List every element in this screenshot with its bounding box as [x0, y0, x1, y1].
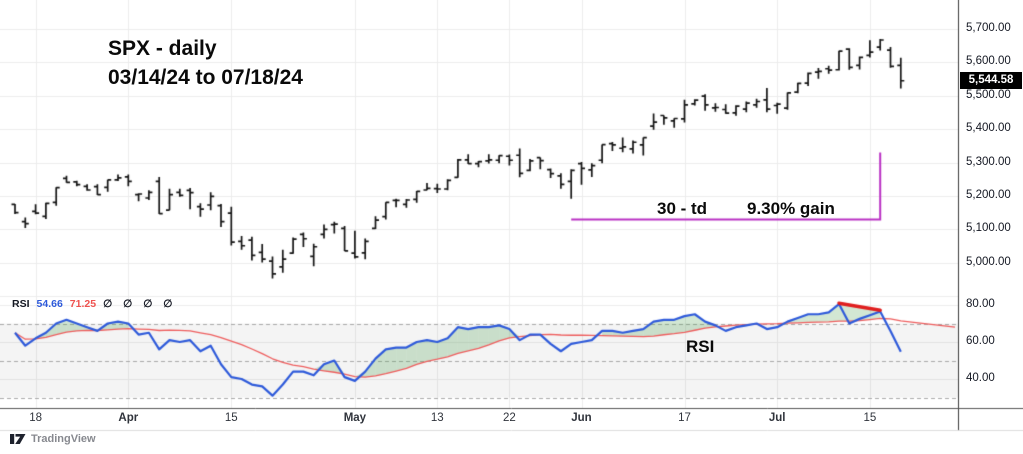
annotation-trading-days-label[interactable]: 30 - td: [657, 199, 708, 218]
rsi-legend-placeholders: ∅ ∅ ∅ ∅: [103, 298, 177, 310]
price-axis-label: 5,600.00: [966, 55, 1011, 68]
time-axis-label: 13: [430, 412, 444, 424]
time-axis-label: May: [343, 412, 367, 424]
annotation-gain-label[interactable]: 9.30% gain: [747, 199, 835, 218]
rsi-axis-label: 40.00: [966, 372, 995, 384]
price-axis-label: 5,100.00: [966, 222, 1011, 235]
last-price-label: 5,544.58: [960, 72, 1022, 90]
rsi-legend[interactable]: RSI 54.66 71.25 ∅ ∅ ∅ ∅: [12, 298, 176, 310]
time-axis-label: 17: [678, 412, 691, 424]
price-axis-label: 5,500.00: [966, 88, 1011, 101]
time-axis-label: 15: [863, 412, 877, 424]
price-axis-label: 5,400.00: [966, 122, 1011, 135]
time-axis-label: 22: [502, 412, 516, 424]
time-axis-label: Jun: [571, 412, 592, 424]
rsi-legend-value: 54.66: [36, 298, 63, 310]
chart-title-symbol: SPX - daily: [108, 37, 217, 60]
price-axis-label: 5,000.00: [966, 255, 1011, 268]
time-axis-label: 18: [29, 412, 42, 424]
rsi-axis-label: 80.00: [966, 298, 995, 310]
tradingview-logo-icon: [10, 433, 26, 444]
price-axis-label: 5,200.00: [966, 189, 1011, 201]
price-axis-label: 5,300.00: [966, 155, 1011, 168]
rsi-axis-label: 60.00: [966, 335, 995, 347]
annotation-rsi-text[interactable]: RSI: [686, 337, 715, 356]
chart-title: SPX - daily 03/14/24 to 07/18/24: [108, 34, 303, 92]
price-axis-label: 5,700.00: [966, 22, 1011, 34]
chart-title-range: 03/14/24 to 07/18/24: [108, 66, 303, 89]
time-axis-label: 15: [224, 412, 238, 424]
time-axis-label: Jul: [768, 412, 786, 424]
time-axis-label: Apr: [118, 412, 139, 424]
tradingview-logo-text: TradingView: [31, 433, 96, 445]
rsi-ma-legend-value: 71.25: [69, 298, 97, 310]
rsi-legend-label[interactable]: RSI: [12, 298, 30, 310]
tradingview-attribution[interactable]: TradingView: [10, 433, 96, 445]
